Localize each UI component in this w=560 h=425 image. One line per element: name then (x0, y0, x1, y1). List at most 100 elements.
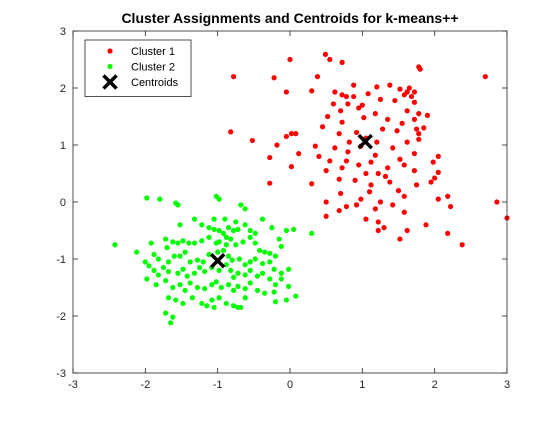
cluster-2-point (144, 195, 150, 201)
cluster-2-point (242, 286, 248, 292)
cluster-2-point (262, 290, 268, 296)
cluster-1-point (416, 111, 422, 117)
cluster-2-point (162, 310, 169, 316)
cluster-1-point (274, 142, 280, 148)
cluster-2-point (165, 259, 172, 265)
cluster-1-point (421, 125, 427, 131)
cluster-1-point (385, 165, 391, 171)
cluster-1-point (368, 159, 374, 165)
cluster-1-point (314, 74, 321, 80)
cluster-2-point (291, 226, 297, 232)
cluster-1-point (368, 182, 374, 188)
cluster-2-point (180, 266, 186, 272)
cluster-2-point (213, 279, 219, 285)
cluster-1-point (395, 188, 402, 194)
cluster-2-point (200, 259, 206, 265)
cluster-2-point (151, 267, 157, 273)
cluster-1-point (271, 75, 277, 81)
cluster-1-point (327, 56, 333, 63)
cluster-2-point (170, 284, 176, 291)
cluster-2-point (230, 303, 237, 309)
cluster-2-point (242, 222, 248, 228)
cluster-2-point (259, 260, 266, 267)
legend-symbol (107, 63, 113, 70)
cluster-2-point (247, 267, 253, 273)
cluster-2-point (155, 272, 161, 278)
cluster-1-point (296, 150, 302, 157)
cluster-2-point (247, 227, 253, 234)
legend-label: Cluster 1 (131, 46, 175, 58)
cluster-1-point (404, 139, 410, 145)
cluster-2-point (223, 300, 229, 307)
cluster-2-point (228, 236, 234, 242)
cluster-1-point (432, 175, 438, 181)
cluster-2-point (157, 196, 163, 202)
cluster-2-point (269, 225, 275, 231)
cluster-2-point (196, 264, 203, 271)
cluster-2-point (177, 282, 183, 288)
cluster-1-point (353, 129, 360, 136)
x-tick-label: 0 (287, 379, 293, 391)
cluster-1-point (445, 193, 451, 199)
cluster-2-point (238, 304, 244, 311)
cluster-1-point (385, 116, 391, 122)
y-tick-label: -2 (56, 311, 66, 323)
cluster-1-point (230, 74, 237, 80)
cluster-1-point (336, 207, 342, 214)
cluster-1-point (411, 150, 418, 157)
cluster-1-point (267, 154, 273, 161)
cluster-1-point (401, 92, 407, 98)
cluster-2-point (211, 226, 217, 232)
cluster-1-point (309, 181, 315, 187)
cluster-1-point (447, 203, 454, 210)
cluster-1-point (411, 168, 418, 174)
cluster-1-point (343, 158, 350, 164)
cluster-1-point (316, 153, 322, 159)
cluster-2-point (177, 253, 183, 259)
cluster-1-point (323, 168, 329, 174)
cluster-2-point (177, 222, 183, 228)
cluster-2-point (272, 299, 279, 305)
cluster-2-point (202, 268, 208, 275)
cluster-2-point (309, 230, 315, 236)
x-tick-label: -3 (68, 379, 78, 391)
cluster-1-point (345, 101, 351, 107)
cluster-1-point (343, 93, 350, 100)
cluster-2-point (112, 242, 118, 248)
cluster-1-point (445, 230, 451, 236)
cluster-1-point (293, 131, 299, 137)
cluster-1-point (351, 93, 357, 100)
cluster-2-point (220, 247, 227, 254)
x-tick-label: -1 (213, 379, 223, 391)
cluster-1-point (346, 139, 352, 145)
centroid-marker (357, 133, 373, 150)
cluster-1-point (381, 225, 387, 231)
cluster-2-point (144, 276, 150, 282)
cluster-1-point (339, 92, 345, 98)
cluster-1-point (424, 112, 431, 118)
cluster-2-point (202, 286, 208, 292)
cluster-2-point (175, 270, 181, 276)
cluster-2-point (236, 256, 242, 262)
cluster-1-point (339, 59, 345, 65)
cluster-2-point (259, 270, 266, 276)
cluster-2-point (225, 282, 232, 288)
cluster-1-point (288, 164, 295, 170)
cluster-2-point (262, 249, 268, 255)
cluster-2-point (240, 239, 246, 245)
y-tick-label: -1 (56, 254, 66, 266)
cluster-1-point (435, 169, 441, 175)
cluster-1-point (401, 193, 407, 199)
cluster-2-point (222, 216, 228, 222)
cluster-2-point (148, 240, 154, 246)
cluster-1-point (372, 206, 378, 212)
cluster-2-point (267, 259, 273, 265)
cluster-2-point (171, 253, 177, 259)
cluster-1-point (411, 99, 418, 105)
cluster-2-point (223, 234, 229, 240)
cluster-1-point (397, 156, 403, 162)
centroid-stroke (357, 133, 373, 150)
cluster-2-point (225, 225, 232, 231)
